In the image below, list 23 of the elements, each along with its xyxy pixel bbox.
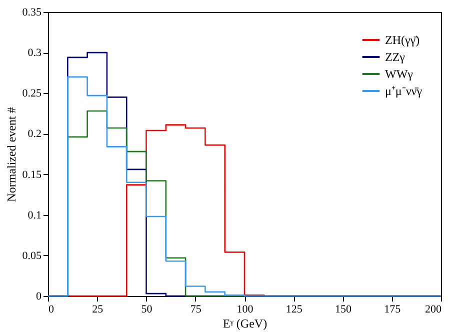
y-tick-label: 0 bbox=[36, 290, 42, 302]
y-tick-label: 0.25 bbox=[22, 88, 42, 100]
x-tick-label: 25 bbox=[92, 304, 104, 316]
legend-label: ZZγ bbox=[385, 50, 406, 64]
x-tick-label: 50 bbox=[141, 304, 153, 316]
x-tick-label: 100 bbox=[236, 304, 254, 316]
x-tick-label: 200 bbox=[425, 304, 442, 316]
x-tick-label: 150 bbox=[335, 304, 352, 316]
y-axis-title: Normalized event # bbox=[4, 107, 18, 202]
legend-label: ZH(γγ̄) bbox=[385, 33, 420, 47]
y-tick-label: 0.1 bbox=[28, 209, 42, 222]
x-tick-label: 0 bbox=[48, 304, 54, 316]
y-tick-label: 0.35 bbox=[22, 6, 42, 18]
x-axis-title: Eᵞ (GeV) bbox=[222, 316, 268, 330]
x-tick-label: 75 bbox=[190, 304, 202, 316]
x-tick-label: 125 bbox=[286, 304, 303, 316]
x-tick-label: 175 bbox=[384, 304, 402, 316]
y-tick-label: 0.2 bbox=[28, 128, 42, 140]
y-tick-label: 0.05 bbox=[22, 250, 42, 262]
y-tick-label: 0.3 bbox=[28, 47, 42, 60]
legend-label: μ⁺μ⁻νν̄γ bbox=[385, 84, 423, 98]
y-tick-label: 0.15 bbox=[22, 168, 42, 181]
legend-label: WWγ bbox=[385, 67, 414, 81]
